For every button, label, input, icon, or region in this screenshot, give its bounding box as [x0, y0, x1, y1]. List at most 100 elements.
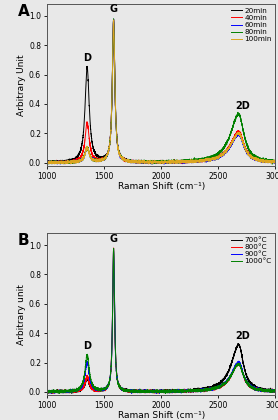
X-axis label: Raman Shift (cm⁻¹): Raman Shift (cm⁻¹): [118, 182, 205, 191]
80min: [87, 150, 90, 155]
1000°C: [216, 385, 219, 390]
100min: [233, 135, 237, 140]
60min: [87, 148, 90, 153]
40min: [133, 159, 136, 164]
Line: 60min: 60min: [47, 19, 275, 164]
900°C: [194, 388, 197, 393]
Legend: 700°C, 800°C, 900°C, 1000°C: 700°C, 800°C, 900°C, 1000°C: [230, 236, 273, 266]
100min: [112, 18, 115, 23]
900°C: [87, 368, 90, 373]
20min: [216, 154, 219, 159]
20min: [46, 159, 49, 164]
800°C: [133, 390, 136, 395]
900°C: [216, 386, 219, 391]
900°C: [46, 389, 49, 394]
20min: [112, 17, 115, 22]
20min: [46, 161, 50, 166]
Y-axis label: Arbitrary Unit: Arbitrary Unit: [17, 54, 26, 116]
100min: [194, 158, 197, 163]
20min: [133, 159, 136, 164]
Line: 1000°C: 1000°C: [47, 249, 275, 393]
20min: [182, 158, 186, 163]
60min: [182, 158, 186, 163]
20min: [87, 90, 90, 95]
700°C: [46, 390, 49, 395]
100min: [133, 159, 136, 164]
Line: 40min: 40min: [47, 19, 275, 164]
60min: [216, 155, 219, 160]
800°C: [274, 390, 277, 395]
Text: A: A: [18, 4, 29, 19]
80min: [274, 158, 277, 163]
60min: [162, 162, 166, 167]
60min: [46, 160, 49, 165]
1000°C: [87, 362, 90, 368]
80min: [233, 119, 236, 124]
100min: [216, 155, 219, 160]
20min: [194, 158, 197, 163]
800°C: [155, 391, 158, 396]
40min: [87, 131, 90, 136]
Text: G: G: [110, 5, 118, 14]
900°C: [49, 391, 53, 396]
700°C: [87, 379, 90, 384]
800°C: [112, 245, 115, 250]
80min: [270, 162, 274, 167]
Legend: 20min, 40min, 60min, 80min, 100min: 20min, 40min, 60min, 80min, 100min: [230, 6, 273, 44]
1000°C: [233, 366, 237, 371]
Text: 2D: 2D: [235, 331, 250, 341]
700°C: [216, 381, 219, 386]
1000°C: [163, 391, 167, 396]
60min: [194, 160, 197, 165]
700°C: [50, 391, 54, 396]
80min: [216, 151, 219, 156]
Text: B: B: [18, 234, 29, 248]
100min: [87, 149, 90, 154]
20min: [233, 135, 237, 140]
Line: 700°C: 700°C: [47, 248, 275, 394]
60min: [233, 135, 237, 140]
800°C: [194, 389, 197, 394]
800°C: [182, 388, 186, 393]
80min: [194, 158, 197, 163]
80min: [133, 159, 136, 164]
40min: [46, 160, 49, 165]
100min: [274, 160, 277, 165]
X-axis label: Raman Shift (cm⁻¹): Raman Shift (cm⁻¹): [118, 412, 205, 420]
1000°C: [112, 246, 115, 251]
100min: [53, 161, 56, 166]
1000°C: [194, 387, 197, 392]
800°C: [46, 389, 49, 394]
700°C: [112, 246, 115, 251]
Y-axis label: Arbitrary unit: Arbitrary unit: [17, 284, 26, 344]
700°C: [274, 388, 277, 393]
80min: [112, 16, 115, 21]
900°C: [233, 365, 237, 370]
40min: [112, 17, 115, 22]
Text: D: D: [83, 53, 91, 63]
700°C: [194, 386, 197, 391]
40min: [233, 134, 237, 139]
900°C: [274, 389, 277, 394]
100min: [46, 160, 49, 165]
Line: 800°C: 800°C: [47, 248, 275, 393]
Text: D: D: [83, 341, 91, 351]
700°C: [182, 388, 186, 393]
1000°C: [182, 389, 186, 394]
700°C: [133, 388, 136, 394]
20min: [274, 159, 277, 164]
60min: [112, 16, 115, 21]
Text: G: G: [110, 234, 118, 244]
800°C: [87, 378, 90, 383]
80min: [46, 159, 49, 164]
800°C: [233, 365, 237, 370]
40min: [274, 159, 277, 164]
900°C: [182, 388, 186, 394]
1000°C: [46, 388, 49, 393]
Line: 900°C: 900°C: [47, 249, 275, 394]
900°C: [133, 388, 136, 394]
40min: [194, 158, 197, 163]
Line: 100min: 100min: [47, 20, 275, 164]
80min: [182, 158, 186, 163]
1000°C: [274, 389, 277, 394]
